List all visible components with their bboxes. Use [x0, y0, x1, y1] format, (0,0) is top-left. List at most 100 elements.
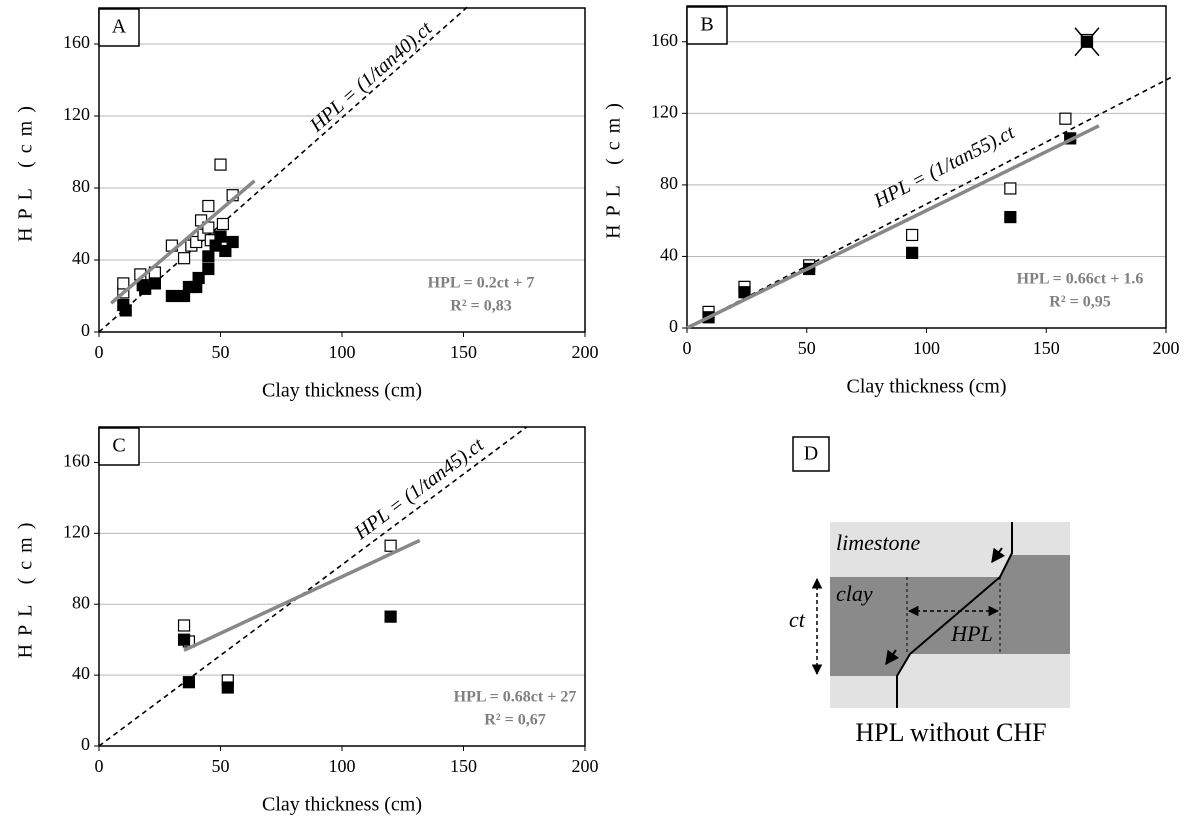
data-point: [177, 633, 191, 646]
data-point: [202, 250, 215, 263]
data-point: [119, 304, 132, 317]
x-axis-title: Clay thickness (cm): [262, 794, 422, 816]
reference-label: HPL = (1/tan40).ct: [305, 17, 437, 137]
x-tick-label: 200: [572, 756, 599, 776]
data-point: [1004, 210, 1017, 224]
x-tick-label: 100: [329, 756, 356, 776]
reference-line: [686, 76, 1172, 329]
panel-label: D: [804, 443, 818, 465]
panel-label: B: [700, 14, 713, 36]
data-point: [219, 244, 232, 258]
data-point: [177, 252, 191, 265]
y-tick-label: 0: [669, 316, 678, 336]
equation: HPL = 0.66ct + 1.6: [1017, 271, 1144, 288]
panel-label-box: [792, 436, 830, 472]
panel-label: C: [112, 435, 125, 457]
y-tick-label: 0: [81, 320, 90, 340]
equation: HPL = 0.2ct + 7: [428, 275, 535, 292]
y-tick-label: 40: [72, 663, 90, 683]
reference-label: HPL = (1/tan55).ct: [870, 121, 1019, 212]
equation: HPL = 0.68ct + 27: [454, 689, 577, 706]
x-tick-label: 0: [95, 342, 104, 362]
panel-label-box: [686, 6, 728, 45]
x-tick-label: 150: [450, 756, 477, 776]
slip-arrow: [885, 649, 900, 666]
x-axis-title: Clay thickness (cm): [262, 380, 422, 402]
y-tick-label: 120: [651, 101, 678, 121]
data-point: [214, 230, 227, 243]
y-tick-label: 40: [72, 248, 90, 268]
data-point: [1004, 182, 1017, 195]
y-axis-title: HPL (cm): [15, 98, 37, 242]
layer-label: clay: [836, 581, 873, 606]
y-axis-title: HPL (cm): [15, 515, 37, 659]
data-point: [148, 277, 161, 290]
y-tick-label: 80: [72, 592, 90, 612]
y-tick-label: 80: [660, 173, 678, 193]
panel-label-box: [98, 427, 140, 466]
data-point: [738, 286, 751, 299]
diagram-d: D limestone clay ct HPL HPL without CHF: [789, 436, 1070, 747]
data-point: [214, 158, 227, 171]
data-point: [906, 246, 919, 259]
x-tick-label: 200: [572, 342, 599, 362]
data-point: [226, 235, 239, 249]
y-axis-title: HPL (cm): [603, 95, 625, 239]
chart-panel: 0 40 80 120 160 0 50 100 150 200 HPL = (1/tan45).c…: [15, 426, 599, 816]
x-tick-label: 150: [450, 342, 477, 362]
caption: HPL without CHF: [855, 718, 1046, 747]
data-point: [221, 681, 234, 694]
reference-label: HPL = (1/tan45).ct: [350, 434, 488, 545]
r-squared: R² = 0,83: [450, 298, 511, 315]
data-point: [216, 217, 230, 231]
y-tick-label: 160: [63, 451, 90, 471]
data-point: [165, 289, 178, 303]
data-point: [1059, 112, 1072, 125]
data-point: [117, 277, 130, 290]
x-tick-label: 50: [212, 342, 230, 362]
data-point: [182, 676, 196, 689]
y-tick-label: 120: [63, 521, 90, 541]
y-tick-label: 80: [72, 176, 90, 196]
plot-frame: [98, 7, 586, 333]
x-tick-label: 0: [95, 756, 104, 776]
y-tick-label: 160: [651, 30, 678, 50]
x-tick-label: 100: [329, 342, 356, 362]
plot-frame: [686, 5, 1167, 329]
r-squared: R² = 0,67: [484, 712, 545, 729]
slip-arrow: [991, 547, 1006, 564]
thickness-label: ct: [789, 607, 806, 632]
data-point: [202, 199, 215, 213]
y-tick-label: 0: [81, 734, 90, 754]
layer-label: limestone: [836, 530, 921, 555]
y-tick-label: 120: [63, 104, 90, 124]
reference-line: [98, 426, 528, 747]
data-point: [190, 235, 203, 249]
panel-label: A: [112, 16, 127, 38]
x-tick-label: 50: [212, 756, 230, 776]
x-tick-label: 0: [683, 338, 692, 358]
data-point: [192, 271, 205, 285]
data-point: [202, 262, 215, 276]
fit-line: [183, 538, 421, 652]
chart-panel: 0 40 80 120 160 0 50 100 150 200 HPL = (1/tan55).c…: [603, 5, 1180, 398]
x-tick-label: 200: [1153, 338, 1180, 358]
data-point: [906, 228, 919, 242]
data-point: [384, 610, 397, 623]
panel-label-box: [98, 8, 140, 47]
chart-panel: 0 40 80 120 160 0 50 100 150 200 HPL = (1/tan40).c…: [15, 5, 599, 402]
data-point: [384, 539, 397, 552]
x-tick-label: 100: [913, 338, 940, 358]
data-point: [177, 619, 191, 632]
cross-out: [1074, 27, 1100, 57]
fit-line: [686, 124, 1100, 330]
offset-label: HPL: [950, 621, 993, 646]
r-squared: R² = 0,95: [1049, 294, 1110, 311]
x-tick-label: 150: [1033, 338, 1060, 358]
x-tick-label: 50: [798, 338, 816, 358]
plot-frame: [98, 426, 586, 747]
fit-line: [110, 179, 256, 305]
y-tick-label: 160: [63, 32, 90, 52]
y-tick-label: 40: [660, 245, 678, 265]
